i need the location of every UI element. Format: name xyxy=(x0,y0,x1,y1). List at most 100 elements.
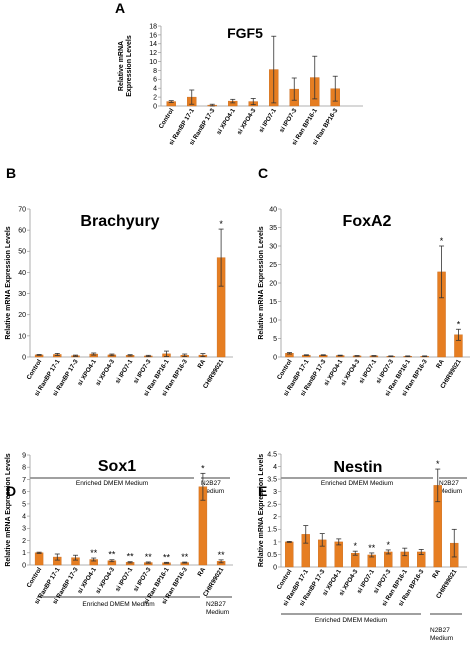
panel-d-y-tick-label: 7 xyxy=(22,477,26,484)
panel-a-y-tick-label: 16 xyxy=(149,32,157,39)
panel-e-significance-mark: * xyxy=(353,541,357,551)
panel-c-n2b27-label: Medium xyxy=(439,488,462,495)
panel-b-category-label: RA xyxy=(196,358,207,370)
panel-a-y-tick-label: 14 xyxy=(149,41,157,48)
panel-b-y-tick-label: 70 xyxy=(18,206,26,213)
panel-e-y-tick-label: 4.5 xyxy=(267,451,277,458)
panel-a-y-tick-label: 12 xyxy=(149,50,157,57)
panel-b-group-label: Enriched DMEM Medium xyxy=(76,480,148,487)
panel-d-significance-mark: ** xyxy=(181,552,189,562)
panel-a-category-label: si XPO4-3 xyxy=(236,107,258,136)
panel-c-title: FoxA2 xyxy=(343,213,392,230)
panel-e-y-tick-label: 2 xyxy=(273,514,277,521)
panel-d-significance-mark: * xyxy=(201,463,205,473)
panel-d-y-tick-label: 9 xyxy=(22,452,26,459)
panel-c-significance-mark: * xyxy=(440,236,444,246)
panel-a-category-label: si XPO4-1 xyxy=(215,107,237,136)
panel-b-n2b27-label: N2B27 xyxy=(201,480,221,487)
panel-d-y-tick-label: 1 xyxy=(22,550,26,557)
panel-b-n2b27-label: Medium xyxy=(201,488,224,495)
panel-c-category-label: RA xyxy=(435,358,446,370)
panel-b-significance-mark: * xyxy=(219,219,223,229)
panel-a-category-label: si IPO7-3 xyxy=(278,107,298,134)
panel-a-category-label: Control xyxy=(158,107,176,130)
panel-b-title: Brachyury xyxy=(80,213,159,230)
panel-e-bar xyxy=(285,541,294,568)
panel-c-y-tick-label: 15 xyxy=(269,299,277,306)
panel-d-y-tick-label: 2 xyxy=(22,538,26,545)
panel-e-title: Nestin xyxy=(334,459,383,476)
panel-e-significance-mark: * xyxy=(436,459,440,469)
panel-b-y-tick-label: 40 xyxy=(18,270,26,277)
panel-e-y-tick-label: 1.5 xyxy=(267,527,277,534)
panel-e-y-tick-label: 2.5 xyxy=(267,502,277,509)
panel-c-y-tick-label: 10 xyxy=(269,317,277,324)
panel-d-y-tick-label: 3 xyxy=(22,526,26,533)
panel-c-y-tick-label: 5 xyxy=(273,336,277,343)
panel-a-category-label: si IPO7-1 xyxy=(258,107,278,134)
panel-c-letter: C xyxy=(258,165,268,181)
panel-b-y-tick-label: 60 xyxy=(18,228,26,235)
panel-e-y-tick-label: 0.5 xyxy=(267,552,277,559)
panel-d-category-label: Control xyxy=(25,566,43,589)
panel-a-y-tick-label: 2 xyxy=(153,95,157,102)
panel-a-title: FGF5 xyxy=(227,25,263,41)
panel-d-significance-mark: ** xyxy=(108,550,116,560)
panel-e-y-tick-label: 4 xyxy=(273,464,277,471)
panel-e-group-label: Enriched DMEM Medium xyxy=(315,617,387,624)
panel-a-y-axis-label: Expression Levels xyxy=(126,35,133,97)
panel-c-category-label: Control xyxy=(276,358,294,381)
panel-d-significance-mark: ** xyxy=(218,550,226,560)
panel-b: B 0 10 20 30 40 50 60 70 Relative mRNA Expression… xyxy=(5,165,233,495)
panel-a-y-axis-label: Relative mRNA xyxy=(118,41,125,91)
panel-d-y-axis-label: Relative mRNA Expression Levels xyxy=(5,453,12,566)
panel-e-bar xyxy=(334,541,343,568)
panel-d-significance-mark: ** xyxy=(145,552,153,562)
panel-b-y-tick-label: 30 xyxy=(18,291,26,298)
panel-e-n2b27-label: Medium xyxy=(430,635,453,642)
panel-d-n2b27-label: Medium xyxy=(206,609,229,616)
panel-d: D 0 1 2 3 4 5 6 7 8 9 Relative mRNA Expression Leve… xyxy=(5,452,233,616)
panel-d-y-tick-label: 4 xyxy=(22,514,26,521)
panel-c-n2b27-label: N2B27 xyxy=(439,480,459,487)
panel-e-y-axis-label: Relative mRNA Expression Levels xyxy=(258,454,265,567)
panel-e-n2b27-label: N2B27 xyxy=(430,627,450,634)
panel-e-category-label: RA xyxy=(431,568,442,580)
panel-d-category-label: si XPO4-3 xyxy=(95,566,117,595)
panel-a-y-tick-label: 10 xyxy=(149,59,157,66)
panel-b-y-axis-label: Relative mRNA Expression Levels xyxy=(5,226,12,339)
panel-b-category-label: si XPO4-3 xyxy=(95,358,117,387)
panel-d-y-tick-label: 0 xyxy=(22,562,26,569)
panel-a-y-tick-label: 4 xyxy=(153,86,157,93)
panel-d-n2b27-label: N2B27 xyxy=(206,601,226,608)
panel-e-y-tick-label: 3.5 xyxy=(267,477,277,484)
panel-d-significance-mark: ** xyxy=(127,552,135,562)
panel-d-letter: D xyxy=(6,483,16,499)
panel-e-significance-mark: ** xyxy=(368,543,376,553)
panel-d-y-tick-label: 5 xyxy=(22,501,26,508)
panel-e-significance-mark: * xyxy=(386,540,390,550)
panel-c-group-label: Enriched DMEM Medium xyxy=(321,480,393,487)
panel-d-y-tick-label: 6 xyxy=(22,489,26,496)
panel-d-group-label: Enriched DMEM Medium xyxy=(82,601,154,608)
panel-c-significance-mark: * xyxy=(457,319,461,329)
panel-c-y-tick-label: 25 xyxy=(269,262,277,269)
panel-c-y-tick-label: 40 xyxy=(269,206,277,213)
panel-a-y-tick-label: 0 xyxy=(153,103,157,110)
panel-d-category-label: RA xyxy=(196,566,207,578)
panel-d-title: Sox1 xyxy=(98,458,136,475)
panel-d-bar xyxy=(34,552,44,566)
panel-c: C 0 5 10 15 20 25 30 35 40 Relative mRNA Expressio… xyxy=(258,165,470,495)
panel-d-y-tick-label: 8 xyxy=(22,465,26,472)
panel-a-y-tick-label: 8 xyxy=(153,68,157,75)
panel-b-letter: B xyxy=(6,165,16,181)
panel-d-significance-mark: ** xyxy=(90,548,98,558)
panel-c-y-tick-label: 30 xyxy=(269,243,277,250)
panel-a-y-tick-label: 6 xyxy=(153,77,157,84)
panel-c-y-axis-label: Relative mRNA Expression Levels xyxy=(258,226,265,339)
panel-a-letter: A xyxy=(115,0,125,16)
panel-a-y-tick-label: 18 xyxy=(149,23,157,30)
panel-d-significance-mark: ** xyxy=(163,552,171,562)
panel-b-category-label: Control xyxy=(25,358,43,381)
